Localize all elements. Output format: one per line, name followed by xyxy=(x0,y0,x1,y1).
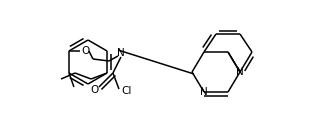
Text: N: N xyxy=(236,67,244,77)
Text: O: O xyxy=(91,85,99,95)
Text: N: N xyxy=(200,87,208,97)
Text: O: O xyxy=(82,46,90,56)
Text: Cl: Cl xyxy=(122,86,132,96)
Text: N: N xyxy=(117,48,125,58)
